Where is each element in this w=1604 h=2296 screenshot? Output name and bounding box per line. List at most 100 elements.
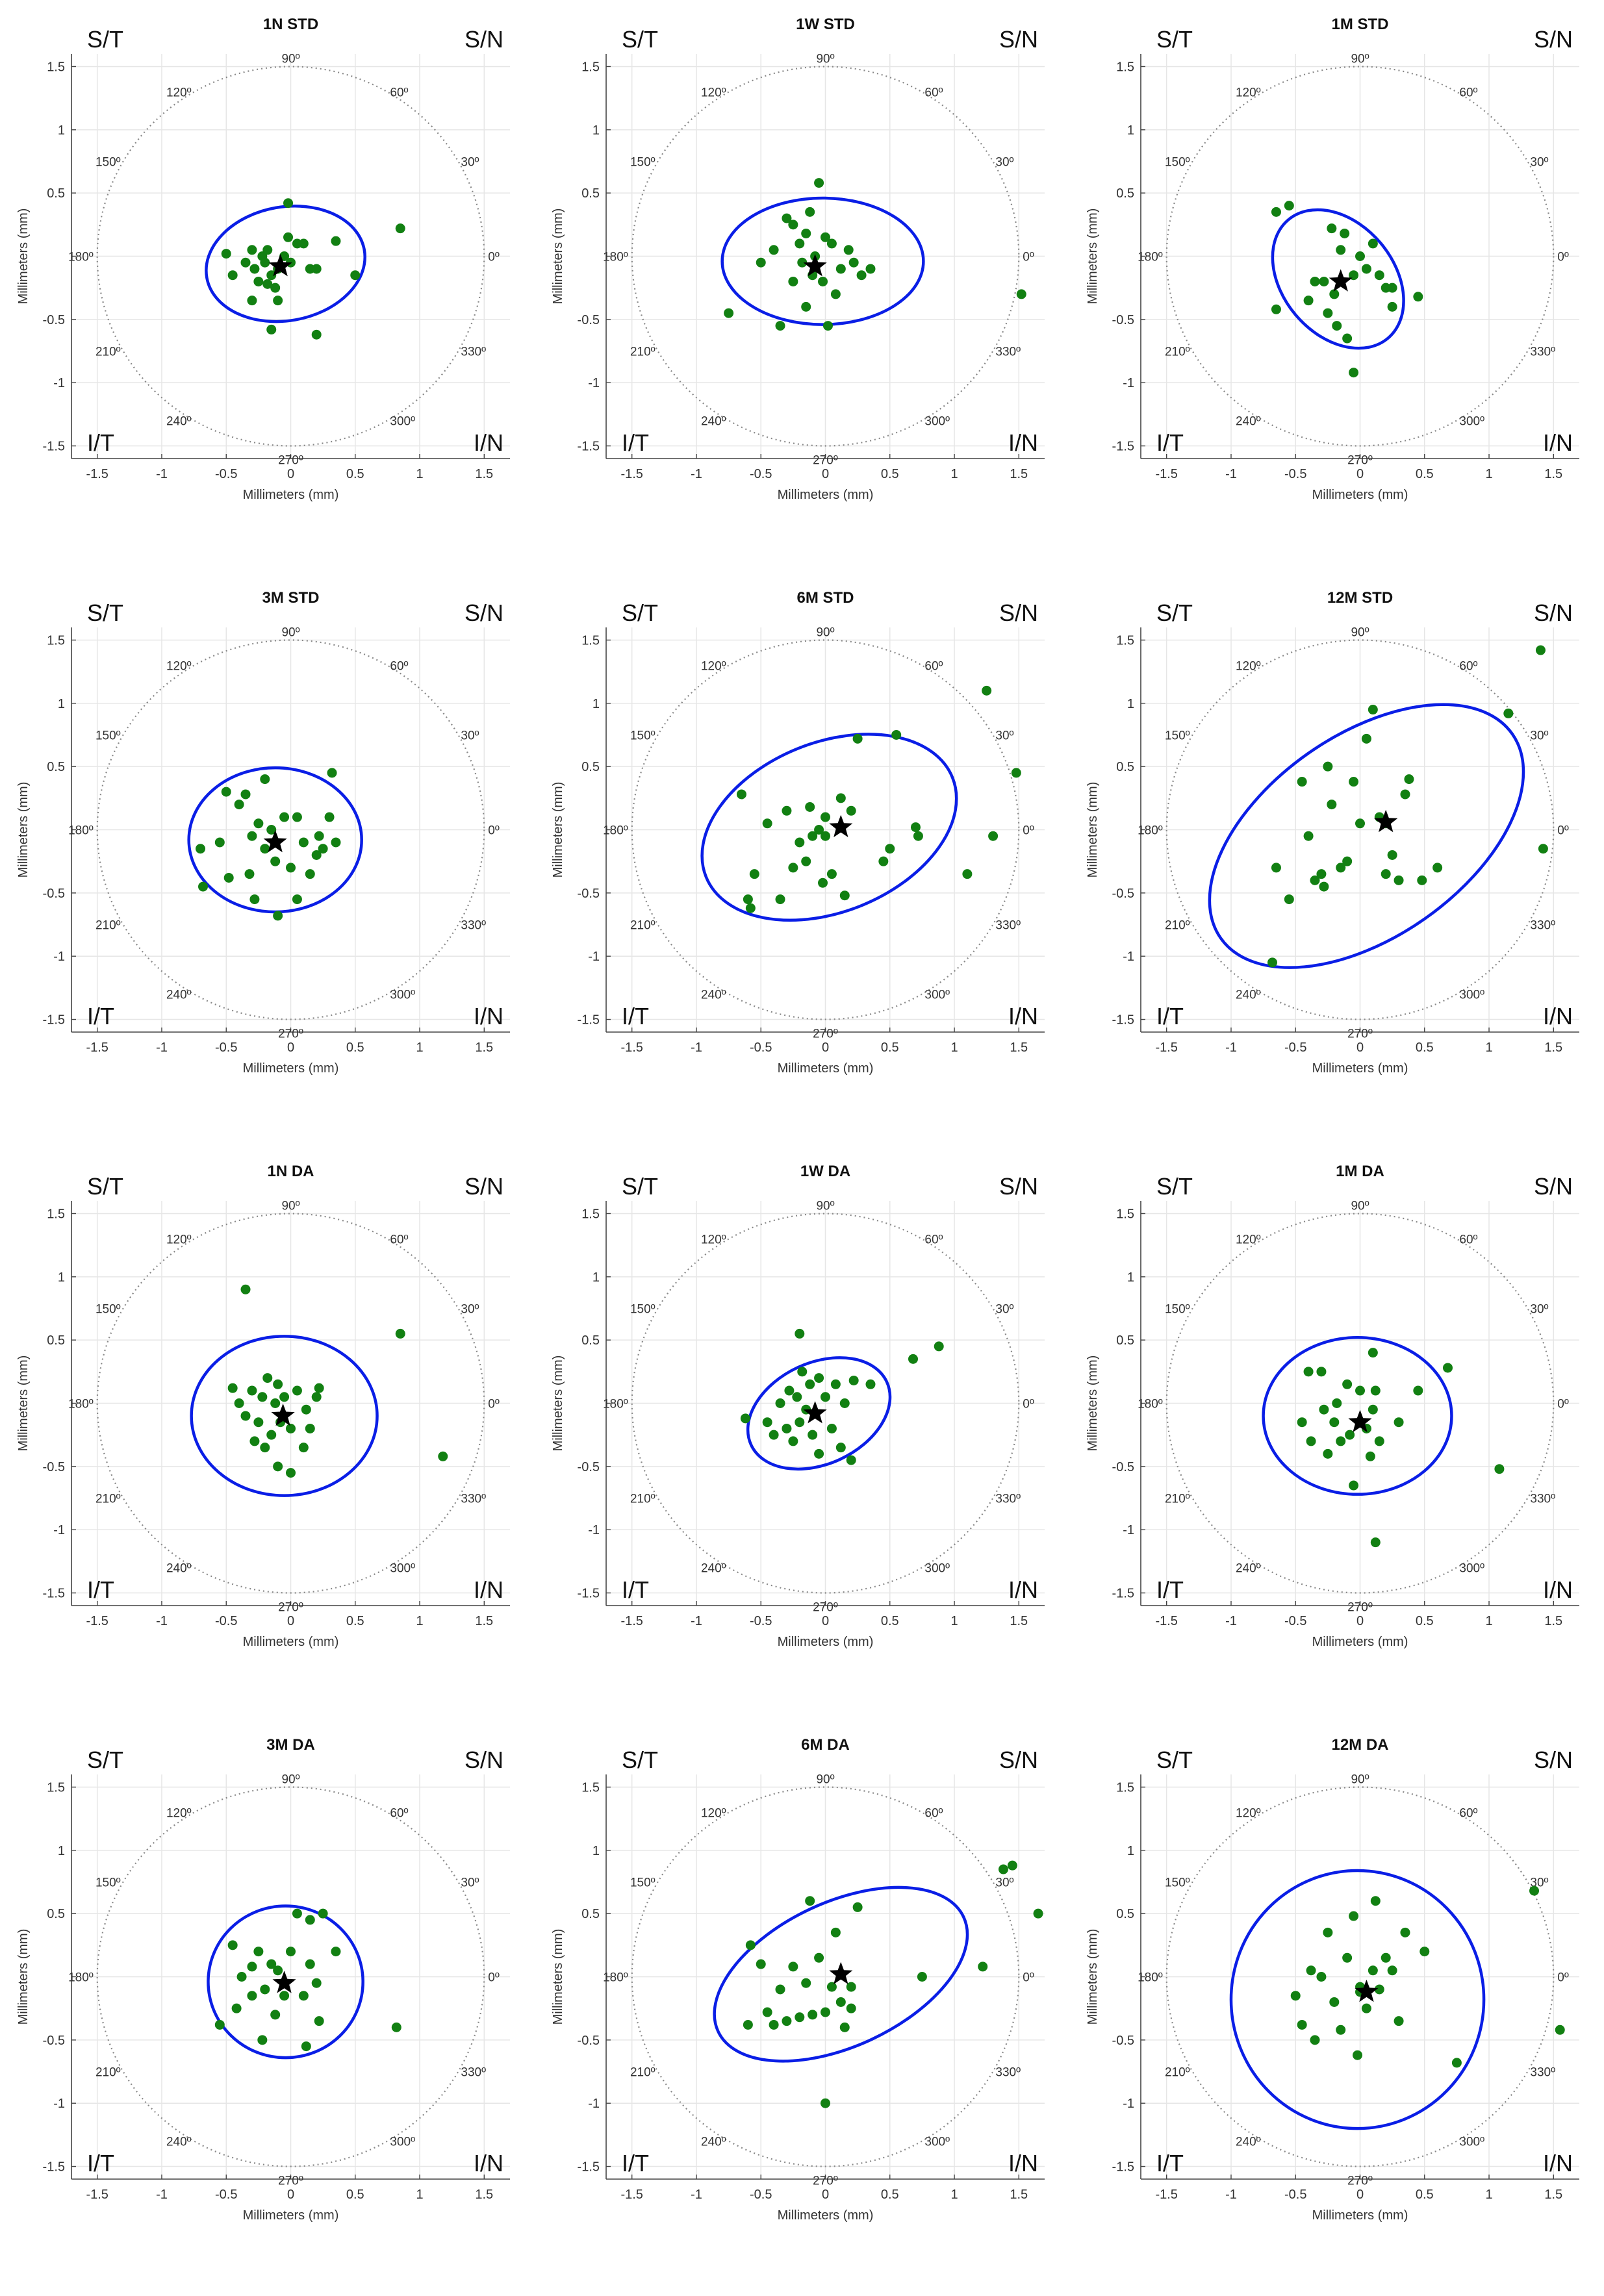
data-point [1327,800,1337,810]
x-tick-label: -1 [691,1041,702,1055]
data-point [1503,708,1514,718]
x-axis-label: Millimeters (mm) [243,2208,339,2223]
plot-area [187,766,363,921]
angle-label: 240º [701,1561,726,1575]
x-axis-label: Millimeters (mm) [1312,1061,1408,1076]
data-point [1400,789,1410,800]
angle-label: 330º [461,1493,486,1506]
chart-svg: -1.5 -1 -0.5 0 0.5 1 1.5 -1.5 -1 -0.5 0.5 1 1.5 Milli… [16,1736,510,2223]
angle-label: 30º [995,729,1013,742]
y-axis-label: Millimeters (mm) [16,1356,31,1452]
data-point [826,1982,837,1992]
x-axis-label: Millimeters (mm) [243,1635,339,1649]
y-tick-label: 1 [592,1844,600,1858]
plot-area [720,178,1026,331]
chart-svg: -1.5 -1 -0.5 0 0.5 1 1.5 -1.5 -1 -0.5 0.5 1 1.5 Milli… [16,589,510,1076]
angle-label: 90º [816,625,834,639]
angle-label: 90º [281,1772,299,1786]
centroid-star [829,814,853,837]
data-point [818,276,828,286]
x-tick-label: 0 [822,1041,829,1055]
data-point [214,837,225,848]
quadrant-label-top-left: S/T [87,1173,123,1200]
chart-title: 3M DA [266,1736,315,1754]
x-tick-label: -0.5 [215,1041,237,1055]
angle-label: 300º [390,1561,415,1575]
data-point [821,812,830,822]
angle-label: 240º [701,414,726,428]
angle-label: 60º [1459,1233,1477,1247]
angle-label: 150º [1165,1876,1190,1889]
quadrant-label-bottom-left: I/T [87,429,114,456]
angle-label: 270º [278,1028,303,1041]
data-point [1413,292,1423,302]
x-tick-label: 0.5 [881,467,899,481]
centroid-star [1329,269,1353,292]
data-point [257,1392,268,1402]
data-point [795,2012,805,2023]
y-tick-label: 0.5 [581,1907,600,1921]
y-axis-label: Millimeters (mm) [551,782,565,878]
angle-label: 330º [995,1493,1021,1506]
angle-label: 300º [924,414,950,428]
data-point [260,257,270,268]
data-point [846,1982,856,1992]
data-point [1349,270,1359,281]
x-tick-label: 0 [287,1041,294,1055]
data-point [805,801,815,812]
chart-panel: -1.5 -1 -0.5 0 0.5 1 1.5 -1.5 -1 -0.5 0.5 1 1.5 Milli… [1069,0,1604,574]
quadrant-label-bottom-right: I/N [1543,2150,1573,2176]
data-point [801,228,811,238]
y-tick-label: 1 [58,697,65,711]
x-tick-label: -1.5 [1155,1041,1177,1055]
data-point [1370,1537,1381,1548]
plot-area [207,1904,401,2060]
y-tick-label: -1 [1123,2097,1134,2111]
angle-label: 180º [603,1971,628,1985]
quadrant-label-bottom-right: I/N [1008,1003,1038,1029]
angle-label: 270º [1347,454,1373,468]
x-tick-label: 0.5 [1416,2188,1434,2202]
quadrant-label-bottom-left: I/T [1156,1003,1184,1029]
data-point [279,1991,290,2001]
data-point [196,844,206,854]
data-point [1374,1984,1384,1995]
data-point [805,207,815,217]
data-point [247,296,257,306]
y-tick-label: -0.5 [43,2034,65,2048]
data-point [249,1436,260,1446]
quadrant-label-bottom-left: I/T [622,1576,649,1603]
data-point [257,2035,268,2045]
angle-label: 300º [1459,2135,1484,2149]
data-point [821,1392,830,1402]
data-point [221,787,231,797]
data-point [818,877,828,888]
data-point [1349,777,1359,787]
data-point [1451,2058,1462,2068]
data-point [1016,289,1026,299]
data-point [253,1417,264,1428]
data-point [311,264,322,274]
chart-title: 6M DA [801,1736,850,1754]
data-point [775,1398,785,1408]
y-axis-label: Millimeters (mm) [551,1356,565,1452]
confidence-ellipse [746,1356,892,1471]
data-point [292,894,302,905]
x-tick-label: -0.5 [750,2188,772,2202]
data-point [830,1927,841,1937]
angle-label: 180º [1138,1398,1163,1411]
quadrant-label-bottom-right: I/N [1543,1576,1573,1603]
angle-label: 0º [1557,1398,1569,1411]
data-point [227,1940,238,1950]
data-point [1535,645,1546,655]
x-tick-label: 1 [1485,467,1492,481]
y-tick-label: -0.5 [1112,313,1134,327]
y-tick-label: 1 [1127,697,1134,711]
angle-label: 30º [1530,1302,1548,1316]
centroid-star [1374,809,1398,833]
x-tick-label: -0.5 [750,1614,772,1628]
data-point [1538,844,1548,854]
angle-label: 330º [1530,346,1555,359]
angle-label: 210º [95,2066,121,2080]
data-point [1394,2016,1404,2026]
